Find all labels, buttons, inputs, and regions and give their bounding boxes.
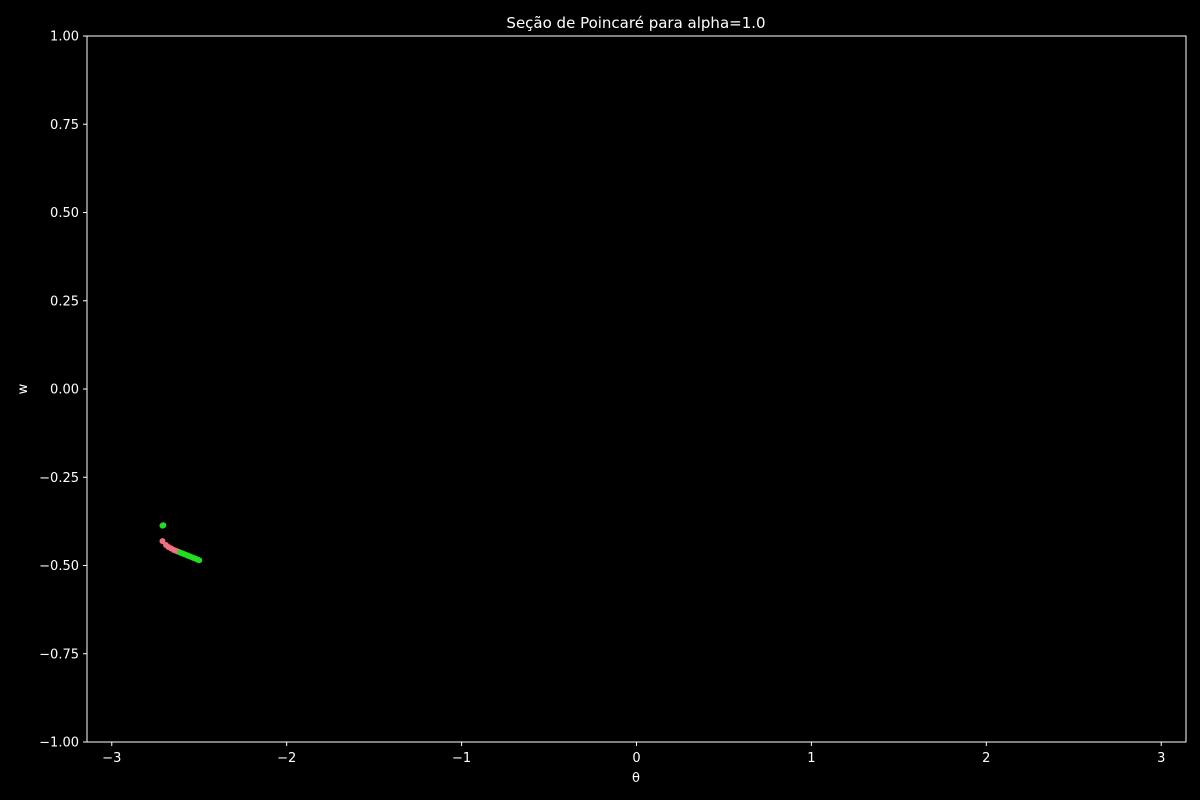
x-tick-label: −3	[102, 751, 121, 766]
x-tick-label: 2	[982, 751, 990, 766]
x-axis-label: θ	[632, 771, 640, 786]
x-tick-label: −2	[277, 751, 296, 766]
y-tick-label: 0.00	[50, 383, 79, 398]
y-tick-label: −0.75	[39, 647, 79, 662]
scatter-point	[196, 557, 202, 563]
y-axis-label: w	[16, 383, 31, 394]
scatter-point	[160, 522, 166, 528]
x-tick-label: 3	[1157, 751, 1165, 766]
y-tick-label: −0.25	[39, 471, 79, 486]
y-tick-label: −1.00	[39, 736, 79, 751]
x-tick-label: −1	[452, 751, 471, 766]
y-tick-label: 0.25	[50, 294, 79, 309]
x-tick-label: 1	[807, 751, 815, 766]
y-tick-label: −0.50	[39, 559, 79, 574]
y-tick-label: 1.00	[50, 30, 79, 45]
y-tick-label: 0.50	[50, 206, 79, 221]
chart-title: Seção de Poincaré para alpha=1.0	[506, 14, 765, 32]
x-tick-label: 0	[632, 751, 640, 766]
y-tick-label: 0.75	[50, 118, 79, 133]
